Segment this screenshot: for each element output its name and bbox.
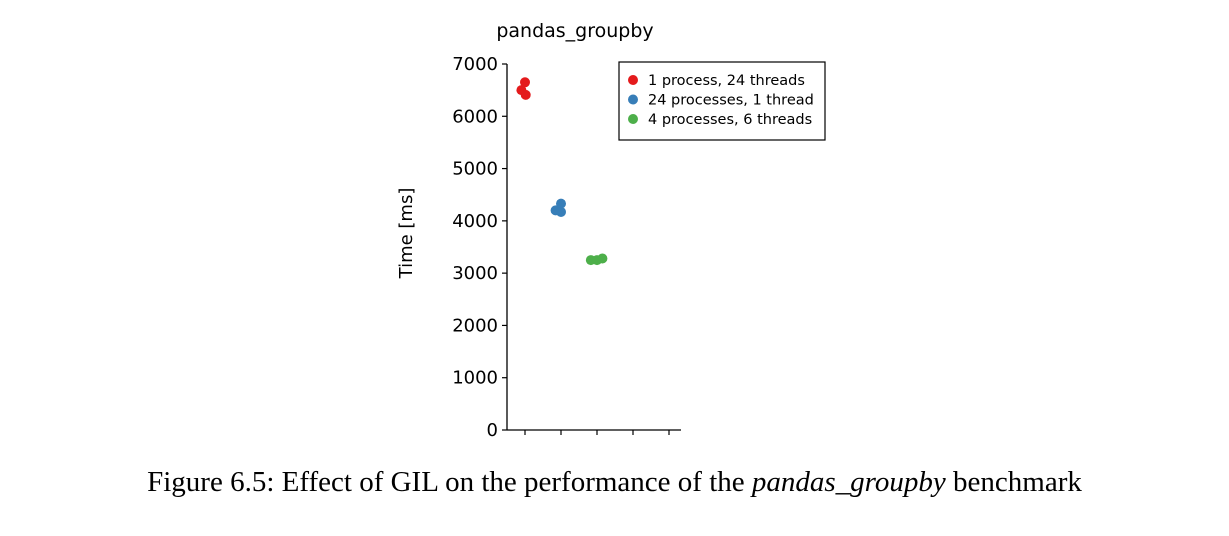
data-point-series-1: [520, 89, 531, 100]
data-point-series-1: [520, 77, 530, 88]
figure-caption: Figure 6.5: Effect of GIL on the perform…: [0, 466, 1229, 499]
data-point-series-3: [597, 253, 608, 264]
caption-emphasis: pandas_groupby: [751, 466, 946, 498]
y-tick-label: 6000: [452, 106, 498, 127]
data-point-series-2: [556, 206, 566, 217]
y-tick-label: 3000: [452, 263, 498, 284]
data-point-series-2: [556, 198, 566, 209]
caption-suffix: benchmark: [945, 466, 1082, 498]
y-tick-label: 4000: [452, 211, 498, 232]
legend-marker: [628, 75, 638, 85]
y-tick-label: 1000: [452, 368, 498, 389]
legend: 1 process, 24 threads 24 processes, 1 thr…: [618, 61, 826, 141]
caption-prefix: Figure 6.5: Effect of GIL on the perform…: [147, 466, 752, 498]
legend-label: 4 processes, 6 threads: [648, 112, 812, 128]
axes: 0 1000 2000 3000 4000 5000 6000 7000: [452, 54, 681, 441]
legend-label: 1 process, 24 threads: [648, 73, 805, 89]
scatter-chart: pandas_groupby Time [ms] 0 1000 2000 3000 40…: [396, 20, 826, 441]
legend-marker: [628, 94, 638, 105]
y-tick-label: 0: [487, 420, 498, 441]
y-tick-label: 2000: [452, 315, 498, 336]
data-points: [516, 77, 608, 266]
chart-title: pandas_groupby: [496, 20, 653, 42]
y-axis-label: Time [ms]: [396, 188, 417, 280]
y-tick-label: 5000: [452, 159, 498, 180]
legend-box: [618, 61, 826, 141]
legend-marker: [628, 114, 638, 124]
y-tick-label: 7000: [452, 54, 498, 75]
legend-label: 24 processes, 1 thread: [648, 93, 814, 109]
